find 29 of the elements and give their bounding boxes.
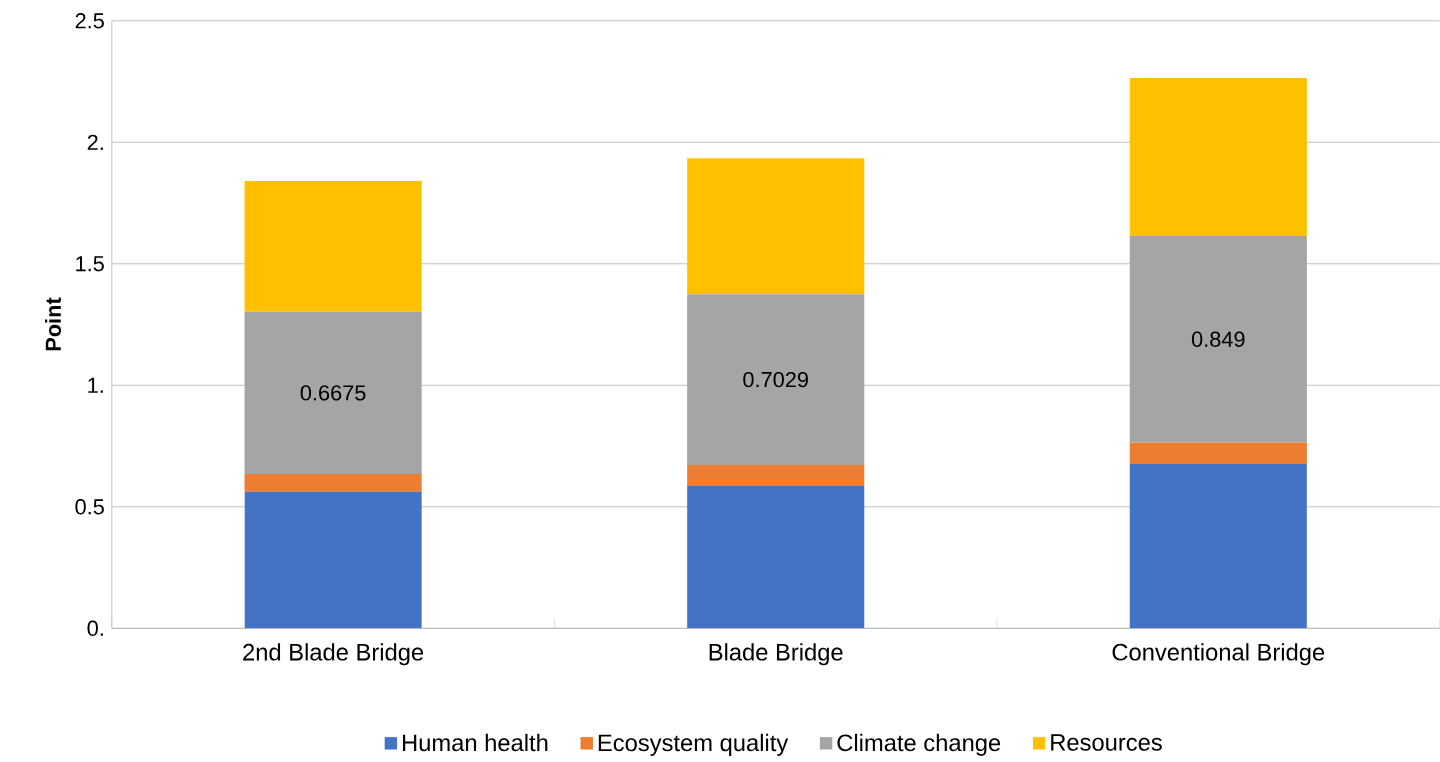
bar [244,311,422,475]
y-axis-title: Point [45,297,61,351]
y-tick-label: 2.5 [75,13,104,29]
bar [687,465,865,486]
bar [1129,78,1307,237]
data-label: 0.6675 [300,385,366,401]
data-label: 0.849 [1191,331,1245,347]
data-label: 0.7029 [743,371,808,388]
bar [244,474,422,492]
legend-label: Human health [403,733,548,752]
bar [244,491,422,629]
bar [687,294,865,466]
bar [687,485,865,629]
y-tick-label: 1. [88,377,103,393]
x-tick-label: Blade Bridge [709,643,843,666]
bar [687,158,865,295]
legend-label: Ecosystem quality [598,733,789,756]
bar [1129,442,1307,465]
x-tick-label: Conventional Bridge [1112,643,1325,666]
y-tick-label: 0. [87,620,103,637]
bar [1129,464,1307,629]
x-tick-label: 2nd Blade Bridge [243,643,424,666]
legend-label: Resources [1051,734,1162,751]
y-tick-label: 2. [87,134,103,150]
legend-label: Climate change [837,733,1001,756]
bar [244,181,422,312]
y-tick-label: 1.5 [76,256,104,272]
bar [1129,236,1307,443]
y-tick-label: 0.5 [75,499,104,515]
